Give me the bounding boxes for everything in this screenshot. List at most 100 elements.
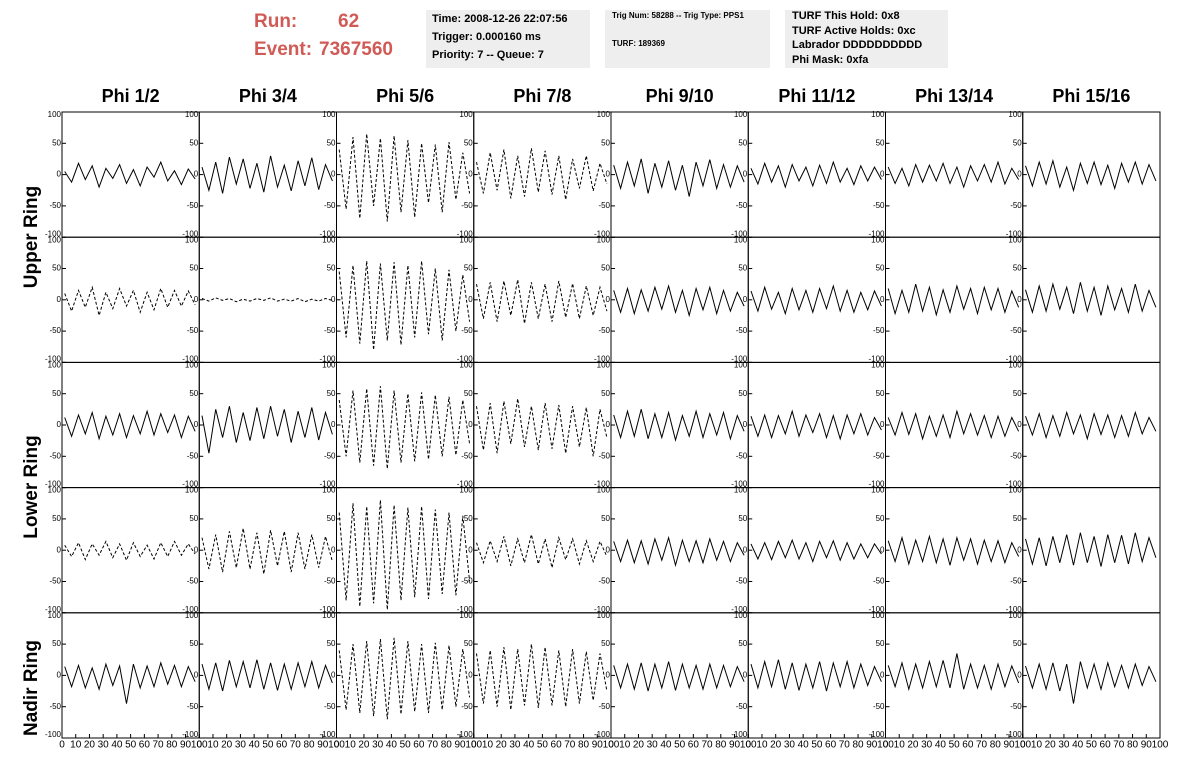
y-tick-label: 0: [1017, 295, 1022, 304]
y-tick-label: 50: [52, 264, 61, 273]
y-tick-label: 100: [1008, 110, 1022, 119]
y-tick-label: 0: [743, 545, 748, 554]
y-tick-label: 100: [1008, 611, 1022, 620]
x-tick-label: 60: [276, 740, 288, 751]
y-tick-label: -50: [49, 326, 61, 335]
y-tick-label: 100: [1008, 361, 1022, 370]
y-tick-label: 100: [734, 486, 748, 495]
info-text: Labrador DDDDDDDDDD: [792, 39, 922, 51]
waveform: [1025, 158, 1157, 193]
x-tick-label: 10: [756, 740, 768, 751]
y-tick-label: 0: [606, 170, 611, 179]
y-tick-label: 100: [48, 235, 62, 244]
y-tick-label: 100: [185, 361, 199, 370]
x-tick-label: 20: [496, 740, 508, 751]
y-tick-label: 50: [189, 389, 198, 398]
y-tick-label: 0: [1017, 545, 1022, 554]
waveform: [338, 386, 471, 469]
info-text: TURF Active Holds: 0xc: [792, 25, 916, 37]
waveform: [476, 534, 608, 568]
y-tick-label: -50: [873, 326, 885, 335]
y-tick-label: -100: [731, 480, 748, 489]
y-tick-label: 0: [743, 295, 748, 304]
y-tick-label: 100: [185, 611, 199, 620]
waveform: [750, 409, 882, 441]
x-tick-label: 100: [603, 740, 620, 751]
waveform: [201, 297, 333, 303]
y-tick-label: 50: [601, 264, 610, 273]
y-tick-label: 50: [601, 514, 610, 523]
y-tick-label: -100: [594, 730, 611, 739]
y-tick-label: 100: [597, 235, 611, 244]
y-tick-label: 100: [322, 611, 336, 620]
y-tick-label: 50: [327, 514, 336, 523]
x-tick-label: 90: [866, 740, 878, 751]
y-tick-label: -100: [868, 229, 885, 238]
y-tick-label: 0: [1017, 420, 1022, 429]
x-tick-label: 10: [894, 740, 906, 751]
y-tick-label: -50: [598, 702, 610, 711]
y-tick-label: 100: [322, 361, 336, 370]
y-tick-label: -100: [457, 730, 474, 739]
y-tick-label: 0: [57, 420, 62, 429]
y-tick-label: 100: [459, 611, 473, 620]
y-tick-label: 50: [1013, 639, 1022, 648]
y-tick-label: 0: [57, 295, 62, 304]
column-title: Phi 11/12: [778, 86, 855, 106]
run-label: Run:: [254, 11, 297, 32]
waveform: [750, 284, 882, 316]
y-tick-label: 50: [1013, 138, 1022, 147]
y-tick-label: 50: [1013, 264, 1022, 273]
x-tick-label: 60: [413, 740, 425, 751]
y-tick-label: -100: [868, 730, 885, 739]
panel-frame: [198, 236, 337, 363]
y-tick-label: 50: [327, 389, 336, 398]
y-tick-label: 0: [468, 170, 473, 179]
y-tick-label: 50: [601, 639, 610, 648]
y-tick-label: -50: [49, 702, 61, 711]
y-tick-label: 0: [331, 545, 336, 554]
y-tick-label: -50: [873, 451, 885, 460]
y-tick-label: -100: [182, 730, 199, 739]
y-tick-label: 0: [331, 671, 336, 680]
y-tick-label: -100: [319, 730, 336, 739]
y-tick-label: 50: [876, 138, 885, 147]
y-tick-label: -100: [731, 355, 748, 364]
y-tick-label: 50: [738, 264, 747, 273]
x-tick-label: 100: [1152, 740, 1169, 751]
info-text: TURF: 189369: [612, 39, 665, 48]
y-tick-label: -50: [187, 702, 199, 711]
y-tick-label: 0: [57, 170, 62, 179]
y-tick-label: 0: [331, 170, 336, 179]
y-tick-label: 0: [468, 420, 473, 429]
y-tick-label: 100: [871, 110, 885, 119]
y-tick-label: 50: [601, 389, 610, 398]
event-number: 7367560: [319, 39, 393, 60]
y-tick-label: 0: [194, 545, 199, 554]
waveform: [64, 661, 196, 704]
y-tick-label: -50: [598, 201, 610, 210]
x-tick-label: 100: [465, 740, 482, 751]
panel-frame: [336, 111, 475, 238]
x-tick-label: 30: [921, 740, 933, 751]
waveform: [64, 160, 196, 189]
y-tick-label: 100: [871, 361, 885, 370]
y-tick-label: -50: [324, 702, 336, 711]
waveform: [64, 409, 196, 441]
y-tick-label: 100: [459, 486, 473, 495]
panel-frame: [61, 612, 200, 739]
y-tick-label: 100: [459, 361, 473, 370]
info-box: [605, 10, 770, 68]
x-tick-label: 40: [523, 740, 535, 751]
y-tick-label: -50: [1010, 201, 1022, 210]
x-tick-label: 90: [454, 740, 466, 751]
y-tick-label: -100: [182, 605, 199, 614]
y-tick-label: 50: [738, 639, 747, 648]
x-tick-label: 40: [386, 740, 398, 751]
y-tick-label: -100: [868, 605, 885, 614]
y-tick-label: 0: [880, 420, 885, 429]
y-tick-label: -50: [324, 326, 336, 335]
x-tick-label: 40: [1072, 740, 1084, 751]
